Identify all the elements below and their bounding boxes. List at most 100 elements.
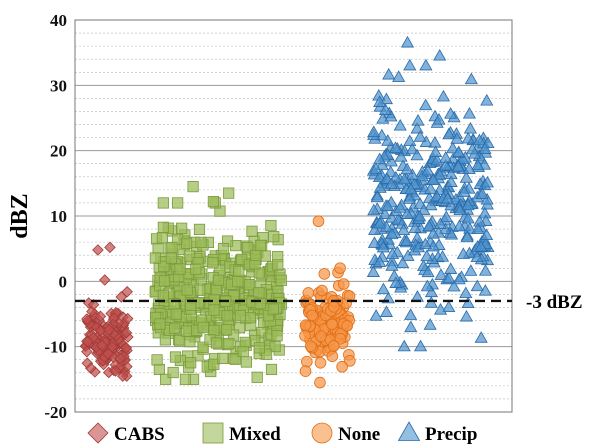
mixed-point: [207, 257, 219, 269]
cabs-point: [82, 336, 94, 348]
mixed-point: [240, 356, 253, 368]
precip-point: [420, 279, 434, 292]
mixed-point: [149, 252, 161, 264]
cabs-point: [102, 347, 114, 360]
precip-point: [416, 259, 431, 271]
mixed-point: [181, 284, 193, 296]
precip-point: [451, 160, 465, 172]
precip-point: [373, 255, 387, 267]
legend-label: None: [338, 424, 380, 445]
precip-point: [370, 190, 384, 203]
none-point: [341, 320, 353, 332]
precip-point: [470, 279, 484, 292]
precip-point: [369, 162, 383, 174]
mixed-point: [173, 335, 186, 347]
mixed-point: [233, 322, 246, 334]
precip-point: [382, 67, 396, 80]
legend-item-precip: Precip: [397, 421, 477, 445]
mixed-point: [160, 373, 172, 385]
series-precip: [366, 35, 495, 352]
mixed-point: [168, 298, 180, 310]
mixed-point: [210, 284, 223, 296]
precip-point: [413, 339, 428, 352]
precip-point: [376, 282, 391, 295]
mixed-point: [194, 284, 206, 296]
precip-point: [462, 162, 476, 174]
precip-point: [429, 145, 443, 157]
precip-point: [397, 172, 411, 185]
legend-item-none: None: [311, 422, 380, 445]
mixed-point: [184, 336, 196, 348]
precip-point: [480, 228, 494, 241]
cabs-point: [81, 345, 93, 358]
none-point: [302, 287, 315, 299]
precip-point: [480, 93, 494, 106]
mixed-point: [223, 337, 235, 350]
precip-point: [452, 219, 466, 232]
mixed-point: [190, 263, 202, 276]
y-tick-label: 20: [50, 142, 67, 161]
none-point: [301, 355, 313, 368]
precip-point: [415, 169, 429, 182]
precip-point: [388, 141, 403, 153]
precip-point: [385, 247, 400, 259]
mixed-point: [223, 187, 235, 199]
mixed-point: [174, 263, 186, 275]
mixed-point: [158, 275, 171, 287]
precip-point: [459, 286, 473, 299]
precip-point: [461, 211, 475, 224]
precip-point: [367, 203, 381, 216]
precip-point: [471, 158, 485, 171]
precip-point: [456, 152, 470, 165]
none-point: [316, 284, 328, 297]
precip-point: [444, 262, 458, 274]
precip-point: [389, 276, 403, 288]
mixed-point: [234, 310, 247, 322]
precip-point: [462, 106, 476, 119]
y-tick-label: -20: [44, 403, 67, 422]
cabs-point: [92, 244, 104, 256]
legend-label: Mixed: [229, 424, 281, 445]
cabs-point: [81, 313, 93, 325]
mixed-point: [185, 357, 197, 369]
precip-point: [373, 181, 387, 193]
mixed-point: [221, 310, 233, 322]
precip-point: [439, 151, 453, 163]
precip-point: [452, 272, 466, 285]
none-point: [306, 309, 318, 322]
mixed-point: [183, 250, 195, 262]
mixed-point: [254, 297, 266, 310]
mixed-point: [187, 180, 199, 193]
precip-point: [368, 223, 382, 235]
precip-point: [393, 201, 407, 213]
precip-point: [436, 89, 450, 102]
y-tick-label: -10: [44, 338, 67, 357]
precip-point: [457, 185, 471, 197]
mixed-point: [153, 363, 165, 376]
mixed-point: [217, 243, 230, 255]
none-point: [299, 319, 312, 331]
mixed-point: [221, 324, 233, 336]
precip-point: [450, 132, 464, 144]
precip-point: [400, 207, 414, 219]
mixed-point: [233, 265, 245, 277]
precip-point: [400, 162, 414, 175]
mixed-point: [195, 236, 207, 248]
precip-point: [424, 182, 438, 194]
cabs-point: [120, 342, 133, 354]
precip-point: [385, 227, 399, 240]
mixed-point: [193, 223, 206, 236]
precip-point: [444, 175, 458, 187]
precip-point: [433, 303, 448, 315]
precip-point: [452, 145, 466, 158]
precip-point: [463, 222, 477, 234]
cabs-point: [121, 360, 133, 373]
precip-point: [378, 103, 393, 115]
precip-point: [403, 134, 417, 147]
cabs-point: [85, 362, 97, 375]
precip-point: [369, 309, 383, 321]
none-point: [314, 376, 326, 389]
mixed-point: [253, 342, 265, 354]
mixed-point: [232, 276, 244, 288]
precip-point: [432, 112, 446, 125]
